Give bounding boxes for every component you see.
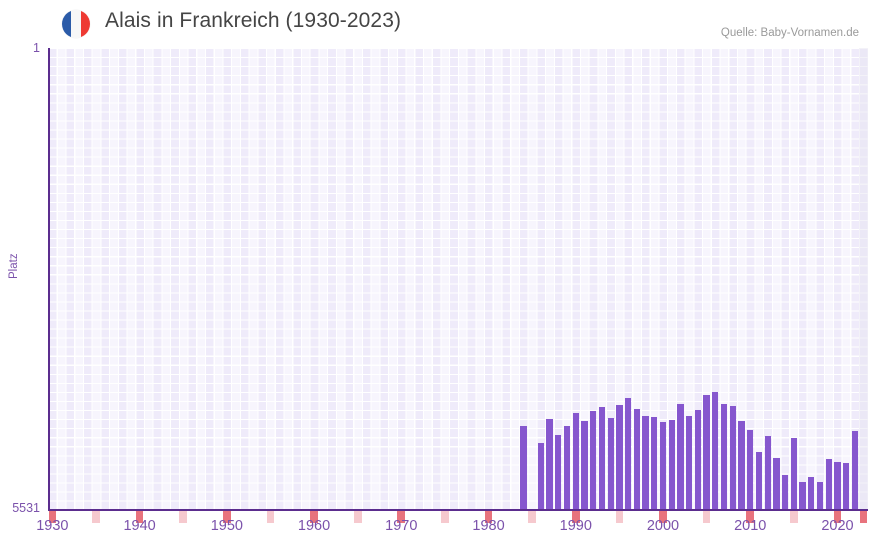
x-axis-tick-major (659, 511, 667, 523)
x-axis-tick-minor (615, 511, 624, 523)
bar (572, 413, 579, 510)
bar (677, 403, 684, 510)
x-axis-tick-label: 1970 (385, 518, 418, 534)
bar (773, 458, 780, 510)
bar (738, 420, 745, 510)
bar (520, 426, 527, 510)
x-axis-tick-label: 1990 (559, 518, 592, 534)
bar (694, 409, 702, 510)
bar (642, 416, 649, 510)
bar (703, 394, 710, 510)
bar (537, 443, 544, 510)
x-axis-tick-major (484, 511, 493, 523)
chart-header: Alais in Frankreich (1930-2023) Quelle: … (0, 0, 873, 44)
x-axis-tick-minor (441, 511, 449, 523)
x-axis-tick-major (833, 511, 842, 523)
y-axis-tick-top: 1 (33, 41, 40, 55)
x-axis-tick-major (48, 511, 57, 523)
bar (747, 429, 754, 510)
source-attribution: Quelle: Baby-Vornamen.de (720, 27, 859, 39)
bar (563, 425, 571, 510)
bar (668, 419, 675, 510)
x-axis-tick-major (571, 511, 580, 523)
bar (781, 474, 789, 510)
bar (546, 418, 553, 510)
bar (686, 415, 693, 510)
bar (712, 392, 719, 510)
bar (555, 434, 562, 510)
france-flag-icon (62, 10, 90, 38)
x-axis-tick-label: 2020 (821, 518, 854, 534)
bar (755, 451, 763, 510)
x-axis-tick-major (397, 511, 406, 523)
x-axis-tick-label: 1940 (123, 518, 156, 534)
bar (598, 407, 606, 510)
x-axis-tick-minor (702, 511, 711, 523)
bar (624, 398, 632, 510)
x-axis-tick-minor (790, 511, 798, 523)
x-axis-tick-label: 1930 (36, 518, 69, 534)
x-axis-tick-label: 1980 (472, 518, 505, 534)
bar (825, 459, 832, 510)
x-axis-tick-minor (92, 511, 100, 523)
bar (799, 481, 806, 510)
x-axis-tick-major (222, 511, 231, 523)
x-axis-tick-minor (179, 511, 188, 523)
x-axis-tick-label: 2000 (646, 518, 680, 534)
bar (843, 463, 850, 510)
y-axis-title: Platz (8, 253, 20, 279)
plot-area (48, 48, 868, 510)
bar (720, 403, 728, 510)
x-axis-line (48, 509, 868, 511)
y-axis-tick-bottom: 5531 (12, 501, 40, 515)
x-axis-tick-label: 2010 (734, 518, 767, 534)
bar (790, 438, 797, 510)
y-axis-line (48, 48, 50, 511)
x-axis-tick-major (135, 511, 144, 523)
bar (808, 476, 815, 510)
bar (633, 408, 640, 510)
x-axis-tick-label: 1950 (210, 518, 243, 534)
bar (607, 418, 614, 510)
bar (659, 422, 667, 510)
x-axis-tick-label: 1960 (297, 518, 331, 534)
bar (851, 431, 859, 510)
bar (581, 420, 588, 510)
bar (616, 404, 623, 510)
x-axis-tick-major (746, 511, 755, 523)
bar (816, 481, 824, 510)
bar (834, 461, 841, 510)
x-axis-tick-major (859, 511, 868, 523)
x-axis-tick-minor (266, 511, 275, 523)
bar (651, 417, 658, 510)
x-axis-tick-major (310, 511, 318, 523)
bar (590, 410, 597, 510)
bar (764, 435, 771, 510)
x-axis-tick-minor (353, 511, 362, 523)
bar (729, 406, 736, 510)
bar-series (48, 48, 868, 510)
page-title: Alais in Frankreich (1930-2023) (105, 9, 402, 32)
x-axis-tick-minor (528, 511, 536, 523)
